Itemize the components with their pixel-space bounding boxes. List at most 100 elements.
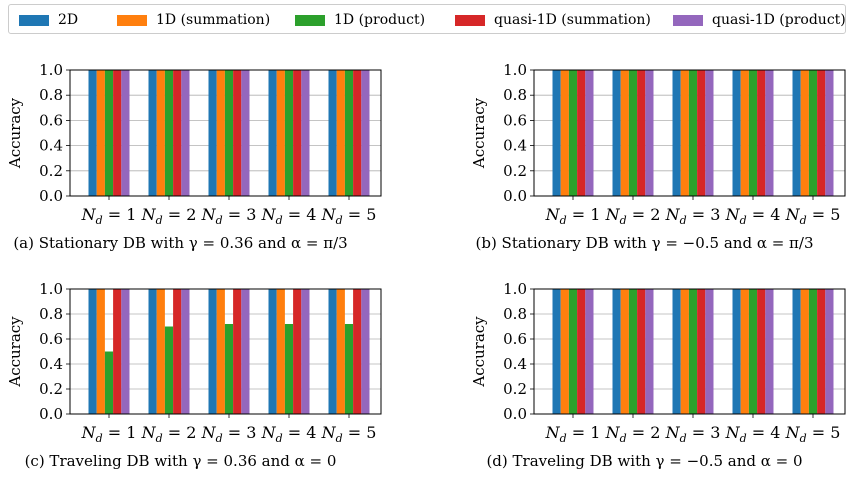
bar bbox=[612, 70, 621, 196]
legend-item-2d: 2D bbox=[19, 5, 78, 35]
y-tick-label: 0.6 bbox=[503, 330, 527, 348]
bar bbox=[148, 289, 157, 414]
bar bbox=[276, 70, 285, 196]
bar bbox=[96, 70, 105, 196]
bar bbox=[173, 289, 182, 414]
y-axis-label: Accuracy bbox=[470, 316, 488, 388]
x-tick-label: Nd = 4 bbox=[261, 205, 317, 227]
bar bbox=[181, 70, 190, 196]
x-tick-label: Nd = 2 bbox=[605, 423, 661, 445]
bar bbox=[577, 70, 586, 196]
bar bbox=[637, 289, 646, 414]
bar bbox=[121, 70, 130, 196]
bar bbox=[697, 70, 706, 196]
x-tick-label: Nd = 2 bbox=[141, 205, 197, 227]
bar bbox=[577, 289, 586, 414]
bar bbox=[792, 289, 801, 414]
bar bbox=[740, 289, 749, 414]
bar bbox=[628, 289, 638, 414]
bar bbox=[612, 289, 621, 414]
y-tick-label: 0.8 bbox=[39, 86, 63, 104]
bar bbox=[620, 70, 629, 196]
chart-panel-1: 0.00.20.40.60.81.0Nd = 1 Nd = 2 Nd = 3 Nd =… bbox=[6, 61, 382, 252]
y-tick-label: 0.4 bbox=[39, 137, 63, 155]
bar bbox=[328, 289, 337, 414]
bar bbox=[825, 289, 834, 414]
bar bbox=[224, 324, 234, 414]
bar bbox=[628, 70, 638, 196]
bar bbox=[208, 70, 217, 196]
bar bbox=[740, 70, 749, 196]
bar bbox=[173, 70, 182, 196]
bar bbox=[241, 70, 250, 196]
bar bbox=[353, 289, 362, 414]
bar bbox=[268, 70, 277, 196]
bar bbox=[284, 324, 294, 414]
bar bbox=[216, 70, 225, 196]
axes-frame bbox=[69, 69, 382, 197]
bar bbox=[164, 70, 174, 196]
bar bbox=[361, 70, 370, 196]
bar bbox=[645, 70, 654, 196]
legend-label-quasi-1d-summation: quasi-1D (summation) bbox=[494, 12, 651, 28]
bar bbox=[808, 289, 818, 414]
y-tick-label: 0.0 bbox=[503, 405, 527, 423]
bar bbox=[808, 70, 818, 196]
legend-item-1d-summation: 1D (summation) bbox=[117, 5, 270, 35]
x-tick-label: Nd = 1 bbox=[545, 205, 601, 227]
legend-label-1d-summation: 1D (summation) bbox=[156, 12, 271, 28]
x-tick-label: Nd = 3 bbox=[201, 205, 257, 227]
bar bbox=[156, 289, 165, 414]
y-axis-label: Accuracy bbox=[6, 316, 24, 388]
bar bbox=[585, 289, 594, 414]
bar bbox=[361, 289, 370, 414]
x-tick-label: Nd = 3 bbox=[201, 423, 257, 445]
bar bbox=[88, 70, 97, 196]
chart-legend: 2D 1D (summation) 1D (product) quasi-1D … bbox=[8, 4, 846, 34]
x-tick-label: Nd = 5 bbox=[785, 205, 841, 227]
x-tick-label: Nd = 1 bbox=[545, 423, 601, 445]
bar bbox=[688, 289, 698, 414]
bar bbox=[817, 289, 826, 414]
bar bbox=[353, 70, 362, 196]
legend-swatch-1d-summation bbox=[117, 14, 147, 26]
bar bbox=[620, 289, 629, 414]
bar bbox=[241, 289, 250, 414]
bar bbox=[672, 289, 681, 414]
bar bbox=[293, 289, 302, 414]
y-tick-label: 0.8 bbox=[39, 305, 63, 323]
bar bbox=[301, 289, 310, 414]
bar bbox=[216, 289, 225, 414]
legend-swatch-1d-product bbox=[295, 14, 325, 26]
bar bbox=[800, 70, 809, 196]
bar bbox=[672, 70, 681, 196]
bar bbox=[568, 70, 578, 196]
x-tick-label: Nd = 5 bbox=[785, 423, 841, 445]
legend-swatch-quasi-1d-summation bbox=[455, 14, 485, 26]
x-tick-label: Nd = 3 bbox=[665, 205, 721, 227]
x-tick-label: Nd = 5 bbox=[321, 423, 377, 445]
y-tick-label: 0.4 bbox=[503, 355, 527, 373]
bar bbox=[757, 289, 766, 414]
y-tick-label: 1.0 bbox=[503, 280, 527, 298]
bar bbox=[113, 289, 122, 414]
y-tick-label: 0.6 bbox=[39, 330, 63, 348]
bar bbox=[328, 70, 337, 196]
y-tick-label: 1.0 bbox=[503, 61, 527, 79]
x-tick-label: Nd = 4 bbox=[725, 423, 781, 445]
bar bbox=[113, 70, 122, 196]
chart-caption: (a) Stationary DB with γ = 0.36 and α = … bbox=[13, 234, 347, 252]
y-tick-label: 0.4 bbox=[503, 137, 527, 155]
chart-panel-4: 0.00.20.40.60.81.0Nd = 1 Nd = 2 Nd = 3 Nd =… bbox=[470, 280, 846, 470]
bar bbox=[224, 70, 234, 196]
bar bbox=[748, 289, 758, 414]
bar bbox=[344, 70, 354, 196]
chart-panel-2: 0.00.20.40.60.81.0Nd = 1 Nd = 2 Nd = 3 Nd =… bbox=[470, 61, 846, 252]
x-tick-label: Nd = 3 bbox=[665, 423, 721, 445]
bar bbox=[104, 70, 114, 196]
axes-frame bbox=[533, 69, 846, 197]
y-axis-label: Accuracy bbox=[470, 97, 488, 169]
bar bbox=[697, 289, 706, 414]
chart-panel-3: 0.00.20.40.60.81.0Nd = 1 Nd = 2 Nd = 3 Nd =… bbox=[6, 280, 382, 470]
bar bbox=[268, 289, 277, 414]
